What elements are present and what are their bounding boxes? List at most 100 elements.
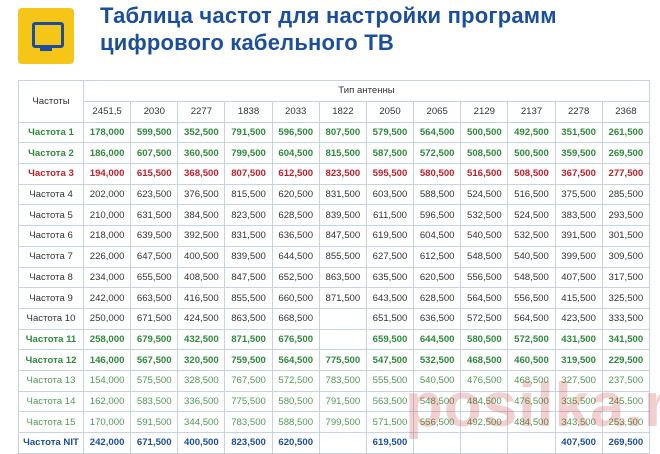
table-cell: 627,500 (365, 245, 415, 268)
table-cell: 659,500 (365, 328, 415, 351)
row-label: Частота 7 (18, 245, 84, 268)
table-cell: 607,500 (130, 142, 179, 165)
table-cell (460, 432, 509, 454)
table-cell: 555,500 (365, 369, 415, 392)
table-cell: 540,500 (460, 225, 509, 247)
table-row: Частота 2 186,000 607,500 360,500 799,500 604… (18, 142, 651, 165)
table-cell: 636,500 (271, 225, 320, 247)
table-cell: 432,500 (177, 328, 226, 351)
table-cell: 245,500 (601, 390, 651, 413)
table-cell: 360,500 (177, 142, 226, 165)
table-cell: 823,500 (318, 163, 367, 185)
page-title: Таблица частот для настройки программ ци… (100, 2, 640, 56)
table-cell: 218,000 (82, 225, 132, 247)
table-cell: 620,500 (413, 266, 462, 289)
table-cell: 391,500 (554, 225, 603, 247)
table-cell: 524,500 (460, 183, 509, 206)
table-cell: 564,500 (413, 121, 462, 144)
table-cell: 871,500 (224, 328, 273, 351)
table-cell: 628,500 (271, 204, 320, 227)
table-cell: 508,500 (507, 163, 556, 185)
table-cell: 508,500 (460, 142, 509, 165)
table-cell: 170,000 (82, 411, 132, 433)
table-cell: 631,500 (130, 204, 179, 227)
row-label: Частота 3 (18, 163, 84, 185)
header: Таблица частот для настройки программ ци… (0, 0, 660, 78)
table-cell: 242,000 (82, 432, 132, 454)
table-cell: 815,500 (224, 183, 273, 206)
table-cell: 375,500 (554, 183, 603, 206)
table-cell: 285,500 (601, 183, 651, 206)
table-cell: 359,500 (554, 142, 603, 165)
table-cell: 210,000 (82, 204, 132, 227)
table-cell: 202,000 (82, 183, 132, 206)
table-cell (318, 432, 367, 454)
table-cell (507, 432, 556, 454)
table-cell: 524,500 (507, 204, 556, 227)
table-cell: 476,500 (460, 369, 509, 392)
frequency-table: Частоты Тип антенны 2451,5 2030 2277 1838 20… (18, 80, 651, 454)
table-cell: 269,500 (601, 432, 651, 454)
table-cell: 146,000 (82, 349, 132, 371)
table-cell: 571,500 (365, 411, 415, 433)
table-cell: 831,500 (318, 183, 367, 206)
table-cell: 226,000 (82, 245, 132, 268)
table-cell: 242,000 (82, 287, 132, 309)
table-cell: 855,500 (318, 245, 367, 268)
table-cell: 671,500 (130, 307, 179, 330)
table-cell: 620,500 (271, 183, 320, 206)
table-cell: 423,500 (554, 307, 603, 330)
table-cell: 368,500 (177, 163, 226, 185)
table-cell: 309,500 (601, 245, 651, 268)
table-cell: 407,500 (554, 266, 603, 289)
table-cell: 400,500 (177, 245, 226, 268)
table-cell: 269,500 (601, 142, 651, 165)
table-cell: 468,500 (507, 369, 556, 392)
table-cell: 532,500 (460, 204, 509, 227)
table-cell: 328,500 (177, 369, 226, 392)
table-cell: 847,500 (318, 225, 367, 247)
table-cell: 807,500 (224, 163, 273, 185)
table-cell: 599,500 (130, 121, 179, 144)
table-cell: 807,500 (318, 121, 367, 144)
table-cell: 317,500 (601, 266, 651, 289)
table-cell: 668,500 (271, 307, 320, 330)
table-cell: 186,000 (82, 142, 132, 165)
table-cell: 416,500 (177, 287, 226, 309)
title-line-1: Таблица частот для настройки программ (100, 3, 557, 28)
table-cell: 460,500 (507, 349, 556, 371)
table-cell: 352,500 (177, 121, 226, 144)
table-row: Частота 13 154,000 575,500 328,500 767,500 57… (18, 369, 651, 392)
table-cell: 476,500 (507, 390, 556, 413)
table-cell: 548,500 (507, 266, 556, 289)
row-label: Частота 4 (18, 183, 84, 206)
table-cell: 839,500 (224, 245, 273, 268)
table-cell: 400,500 (177, 432, 226, 454)
table-cell: 639,500 (130, 225, 179, 247)
table-row: Частота NIT 242,000 671,500 400,500 823,500 6… (18, 432, 651, 454)
table-cell: 615,500 (130, 163, 179, 185)
table-cell: 619,500 (365, 432, 415, 454)
table-cell: 320,500 (177, 349, 226, 371)
table-cell: 325,500 (601, 287, 651, 309)
row-label: Частота 12 (18, 349, 84, 371)
table-cell: 671,500 (130, 432, 179, 454)
table-cell: 415,500 (554, 287, 603, 309)
table-cell: 588,500 (413, 183, 462, 206)
table-cell: 847,500 (224, 266, 273, 289)
table-cell: 871,500 (318, 287, 367, 309)
table-cell: 580,500 (271, 390, 320, 413)
table-cell: 651,500 (365, 307, 415, 330)
column-header: 2065 (413, 100, 462, 123)
table-cell: 620,500 (271, 432, 320, 454)
table-row: Частота 9 242,000 663,500 416,500 855,500 660… (18, 287, 651, 309)
table-cell: 775,500 (318, 349, 367, 371)
table-cell: 547,500 (365, 349, 415, 371)
row-label: Частота 1 (18, 121, 84, 144)
table-cell: 595,500 (365, 163, 415, 185)
table-cell: 556,500 (460, 266, 509, 289)
table-cell: 351,500 (554, 121, 603, 144)
table-cell: 611,500 (365, 204, 415, 227)
table-cell: 540,500 (413, 369, 462, 392)
table-row: Частота 7 226,000 647,500 400,500 839,500 644… (18, 245, 651, 268)
